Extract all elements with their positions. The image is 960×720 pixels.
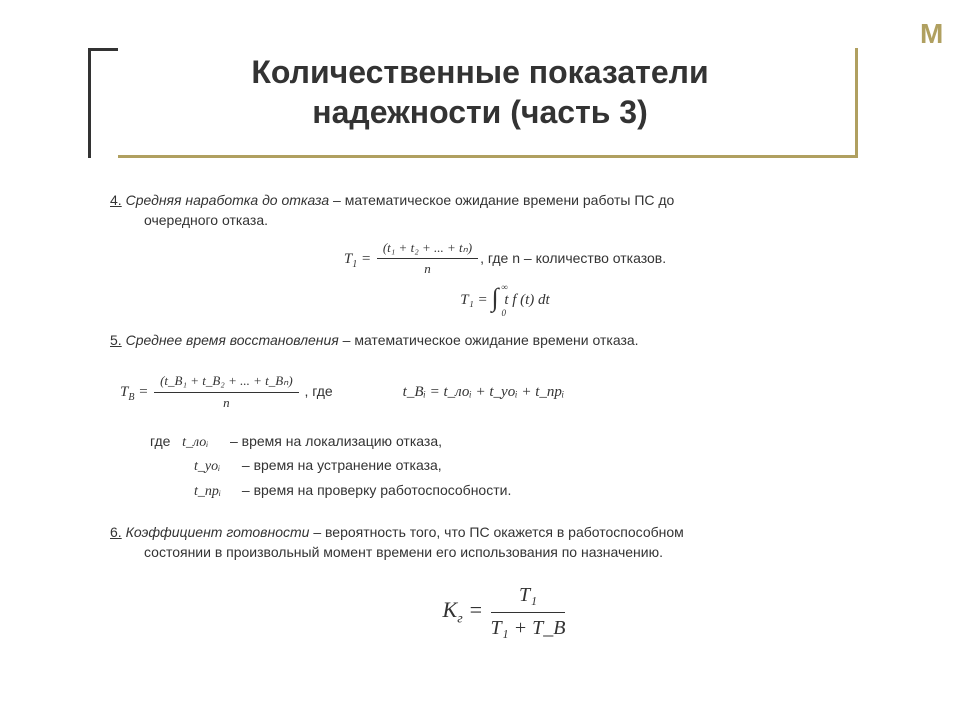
f4a-bot: n bbox=[377, 259, 478, 279]
def3-var: t_прᵢ bbox=[194, 482, 238, 502]
item4-cont: очередного отказа. bbox=[110, 210, 900, 230]
item-5: 5. Среднее время восстановления – матема… bbox=[110, 330, 900, 350]
item5-formulaA: TB = (t_B₁ + t_B₂ + ... + t_Bₙ) n , где bbox=[110, 372, 333, 413]
item5-num: 5. bbox=[110, 332, 122, 348]
f4a-frac: (t₁ + t₂ + ... + tₙ) n bbox=[377, 239, 478, 280]
item4-formula1: T1 = (t₁ + t₂ + ... + tₙ) n , где n – ко… bbox=[110, 239, 900, 280]
item4-desc: – математическое ожидание времени работы… bbox=[329, 192, 674, 208]
f6-lhs: K bbox=[443, 597, 458, 622]
def-where: где t_лоᵢ – время на локализацию отказа, bbox=[150, 431, 900, 453]
def2-var: t_уоᵢ bbox=[194, 457, 238, 477]
f5a-top: (t_B₁ + t_B₂ + ... + t_Bₙ) bbox=[154, 372, 299, 393]
f4a-lhs: T bbox=[344, 250, 352, 266]
f5a-frac: (t_B₁ + t_B₂ + ... + t_Bₙ) n bbox=[154, 372, 299, 413]
f5a-eq: = bbox=[134, 384, 152, 400]
cutoff-label: М bbox=[920, 18, 960, 50]
f4a-eq: = bbox=[357, 250, 375, 266]
item5-desc: – математическое ожидание времени отказа… bbox=[339, 332, 639, 348]
item5-term: Среднее время восстановления bbox=[126, 332, 339, 348]
item4-term: Средняя наработка до отказа bbox=[126, 192, 330, 208]
f4b-lhs: T₁ = bbox=[460, 292, 491, 308]
title-line1: Количественные показатели bbox=[251, 54, 708, 90]
f6-bot: T₁ + T_B bbox=[491, 613, 566, 643]
title-line2: надежности (часть 3) bbox=[312, 94, 648, 130]
f4b-intbot: 0 bbox=[501, 307, 506, 320]
item5-defs: где t_лоᵢ – время на локализацию отказа,… bbox=[150, 431, 900, 502]
def1-txt: – время на локализацию отказа, bbox=[226, 433, 442, 449]
def2: t_уоᵢ – время на устранение отказа, bbox=[150, 455, 900, 477]
f4b-inttop: ∞ bbox=[501, 281, 507, 294]
f4b-body: t f (t) dt bbox=[504, 292, 549, 308]
item-6: 6. Коэффициент готовности – вероятность … bbox=[110, 522, 900, 563]
item4-num: 4. bbox=[110, 192, 122, 208]
f5a-after: , где bbox=[304, 383, 332, 399]
content-area: 4. Средняя наработка до отказа – математ… bbox=[110, 190, 900, 643]
item6-desc: – вероятность того, что ПС окажется в ра… bbox=[309, 524, 683, 540]
slide-title: Количественные показатели надежности (ча… bbox=[0, 52, 960, 132]
f4a-note: , где n – количество отказов. bbox=[480, 249, 666, 265]
item6-formula: Kг = T₁ T₁ + T_B bbox=[110, 581, 900, 643]
where-label: где bbox=[150, 433, 170, 449]
f5a-bot: n bbox=[154, 393, 299, 413]
def3: t_прᵢ – время на проверку работоспособно… bbox=[150, 480, 900, 502]
f6-frac: T₁ T₁ + T_B bbox=[491, 581, 566, 643]
f4b-integral: ∞ ∫ 0 bbox=[491, 287, 498, 314]
item4-formula2: T₁ = ∞ ∫ 0 t f (t) dt bbox=[110, 287, 900, 314]
def1-var: t_лоᵢ bbox=[182, 433, 226, 453]
f6-top: T₁ bbox=[491, 581, 566, 613]
f4b-intsym: ∫ bbox=[491, 283, 498, 312]
item6-term: Коэффициент готовности bbox=[126, 524, 310, 540]
item5-formula-pair: TB = (t_B₁ + t_B₂ + ... + t_Bₙ) n , где … bbox=[110, 364, 900, 421]
item6-cont: состоянии в произвольный момент времени … bbox=[110, 542, 900, 562]
f6-eq: = bbox=[463, 597, 489, 622]
f4a-top: (t₁ + t₂ + ... + tₙ) bbox=[377, 239, 478, 260]
def3-txt: – время на проверку работоспособности. bbox=[238, 482, 511, 498]
item5-formulaB: t_Bᵢ = t_лоᵢ + t_уоᵢ + t_прᵢ bbox=[393, 382, 565, 404]
def2-txt: – время на устранение отказа, bbox=[238, 457, 442, 473]
item6-num: 6. bbox=[110, 524, 122, 540]
item-4: 4. Средняя наработка до отказа – математ… bbox=[110, 190, 900, 231]
